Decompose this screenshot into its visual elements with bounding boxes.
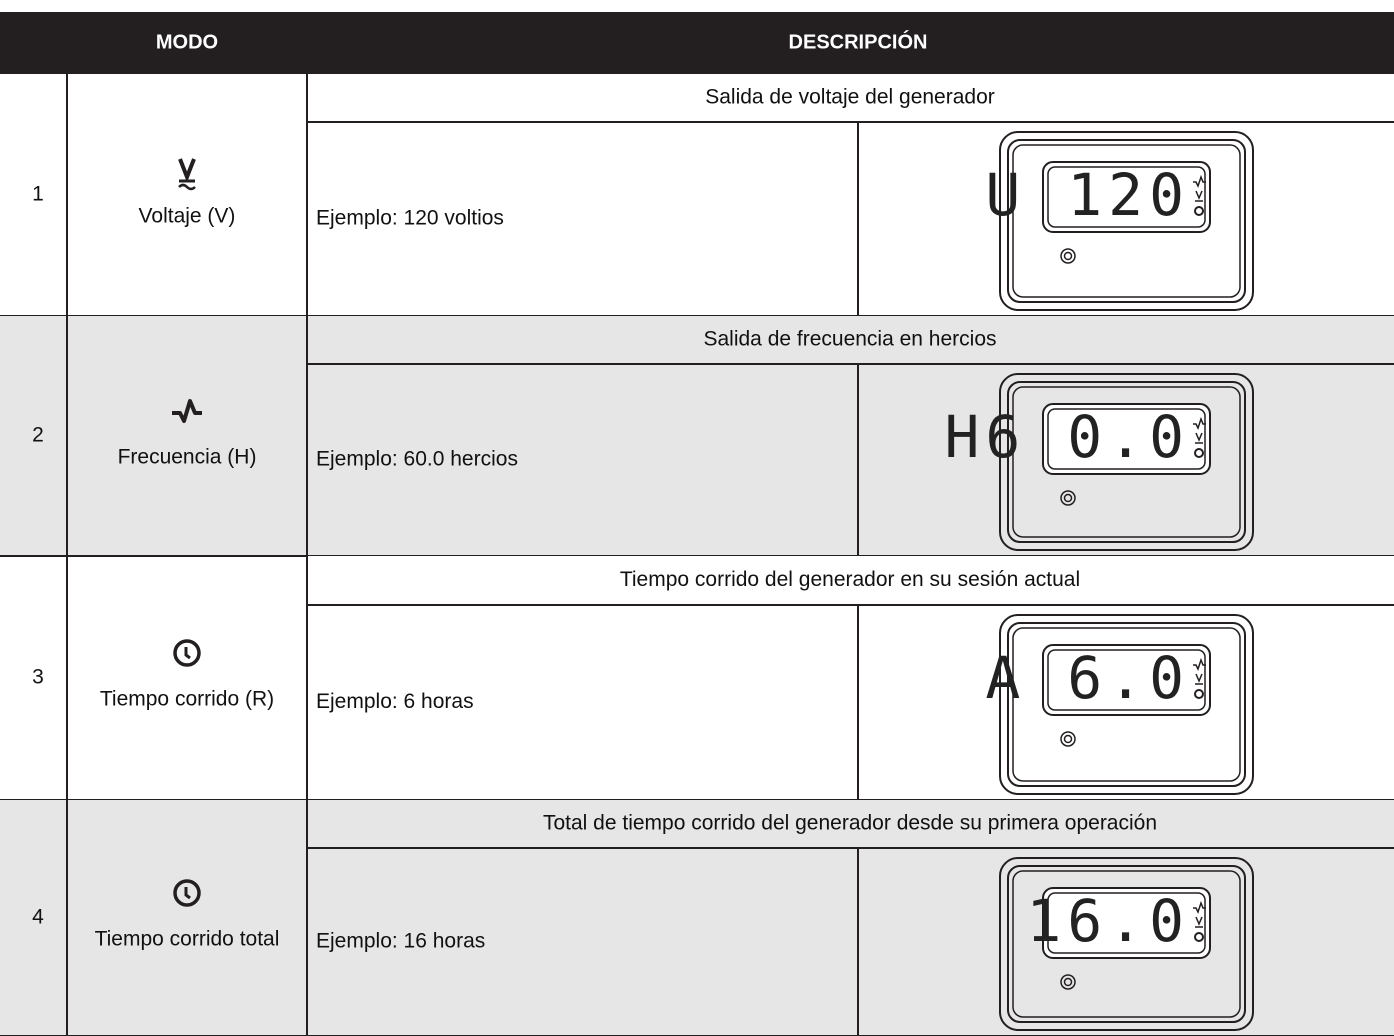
- lcd-screen-inner: [1047, 649, 1206, 711]
- row-band-top: [307, 316, 1394, 364]
- lcd-frame-innermost: [1012, 386, 1241, 538]
- lcd-digits: 16.0: [1026, 887, 1190, 955]
- lcd-display: U 120: [985, 131, 1254, 311]
- lcd-frame-inner: [1007, 381, 1246, 543]
- description: Salida de voltaje del generador: [705, 86, 995, 109]
- clock-hand: [184, 647, 191, 660]
- header-bar: [0, 12, 1394, 74]
- mode-icon: [178, 158, 196, 191]
- description: Tiempo corrido del generador en su sesió…: [620, 568, 1080, 591]
- mode-icon: [172, 399, 202, 423]
- lcd-button-inner: [1063, 493, 1073, 503]
- description: Salida de frecuencia en hercios: [703, 328, 996, 351]
- lcd-display: A 6.0: [985, 614, 1254, 795]
- example: Ejemplo: 6 horas: [316, 690, 474, 713]
- lcd-digits: A 6.0: [985, 644, 1190, 712]
- lcd-frame-inner: [1007, 622, 1246, 787]
- lcd-frame-outer: [999, 857, 1254, 1031]
- lcd-display: H6 0.0: [944, 373, 1254, 551]
- lcd-button-outer: [1060, 490, 1076, 506]
- lcd-button-outer: [1060, 731, 1076, 747]
- lcd-clock: [1194, 932, 1204, 942]
- lcd-frame-innermost: [1012, 627, 1241, 782]
- lcd-frame-innermost: [1012, 870, 1241, 1018]
- lcd-display: 16.0: [999, 857, 1254, 1031]
- lcd-volt: [1195, 190, 1203, 202]
- lcd-volt: [1195, 916, 1203, 928]
- mode-icon: [173, 639, 201, 667]
- clock-icon: [173, 639, 201, 667]
- header-description: DESCRIPCIÓN: [789, 29, 928, 53]
- lcd-pulse: [1193, 174, 1206, 188]
- example: Ejemplo: 16 horas: [316, 930, 485, 953]
- lcd-frame-inner: [1007, 865, 1246, 1023]
- row-band-top: [307, 556, 1394, 605]
- frequency-icon: [172, 399, 202, 423]
- lcd-frame-outer: [999, 373, 1254, 551]
- clock-hand: [184, 887, 191, 900]
- lcd-pulse: [1193, 900, 1206, 914]
- lcd-screen: [1042, 403, 1211, 475]
- lcd-volt: [1195, 673, 1203, 685]
- mode-label: Tiempo corrido total: [95, 928, 280, 951]
- lcd-frame-outer: [999, 614, 1254, 795]
- lcd-button-inner: [1063, 734, 1073, 744]
- row-band-top: [307, 800, 1394, 848]
- lcd-pulse: [1193, 416, 1206, 430]
- lcd-volt: [1195, 432, 1203, 444]
- lcd-button-outer: [1060, 974, 1076, 990]
- row-number: 4: [32, 906, 44, 929]
- lcd-frame-outer: [999, 131, 1254, 311]
- lcd-button-inner: [1063, 251, 1073, 261]
- lcd-screen-inner: [1047, 892, 1206, 954]
- mode-label: Voltaje (V): [139, 205, 236, 228]
- lcd-pulse: [1193, 657, 1206, 671]
- row-number: 1: [32, 183, 44, 206]
- lcd-screen: [1042, 161, 1211, 233]
- lcd-frame-innermost: [1012, 144, 1241, 298]
- lcd-button-inner: [1063, 977, 1073, 987]
- description: Total de tiempo corrido del generador de…: [543, 812, 1157, 835]
- lcd-clock: [1194, 448, 1204, 458]
- row-band-top: [307, 74, 1394, 122]
- row-number: 3: [32, 666, 44, 689]
- mode-label: Frecuencia (H): [118, 446, 257, 469]
- header-mode: MODO: [156, 31, 218, 53]
- lcd-screen-inner: [1047, 166, 1206, 228]
- voltage-tilde: [178, 183, 196, 191]
- example: Ejemplo: 120 voltios: [316, 207, 504, 230]
- mode-icon: [173, 879, 201, 907]
- clock-icon: [173, 879, 201, 907]
- lcd-screen: [1042, 887, 1211, 959]
- lcd-screen: [1042, 644, 1211, 716]
- mode-label: Tiempo corrido (R): [100, 688, 274, 711]
- lcd-digits: H6 0.0: [944, 403, 1190, 471]
- lcd-digits: U 120: [985, 161, 1190, 229]
- lcd-screen-inner: [1047, 408, 1206, 470]
- lcd-clock: [1194, 689, 1204, 699]
- voltage-icon: [178, 158, 196, 183]
- lcd-button-outer: [1060, 248, 1076, 264]
- example: Ejemplo: 60.0 hercios: [316, 448, 518, 471]
- lcd-frame-inner: [1007, 139, 1246, 303]
- row-number: 2: [32, 424, 44, 447]
- lcd-clock: [1194, 206, 1204, 216]
